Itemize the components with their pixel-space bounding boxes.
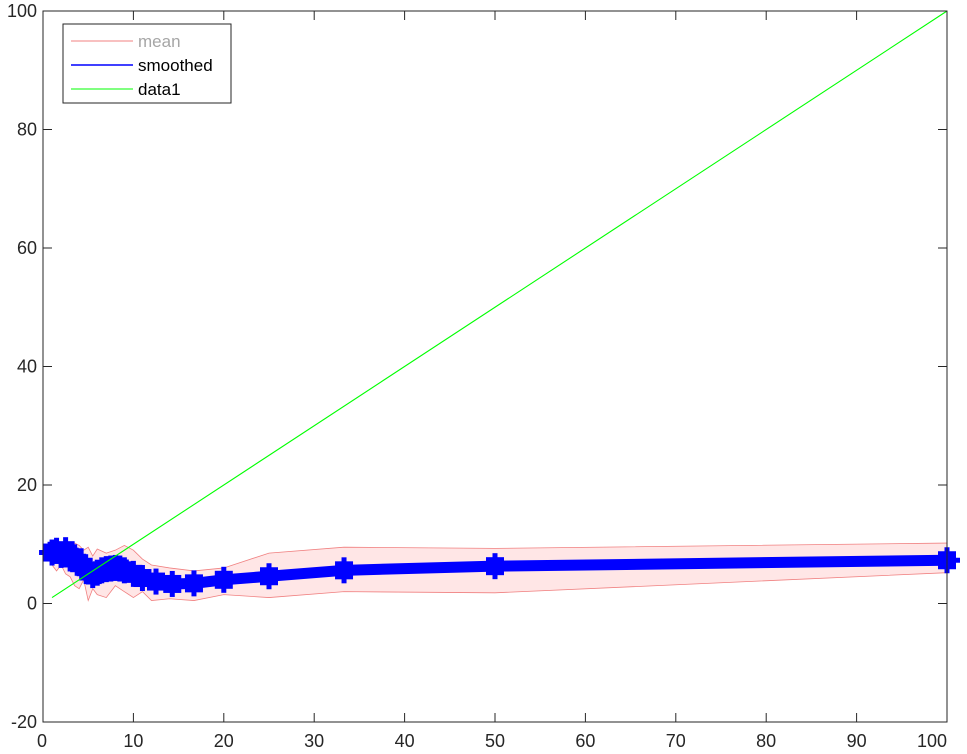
legend-label-mean: mean [138, 32, 181, 51]
legend-box [62, 23, 232, 104]
y-tick-label: -20 [11, 712, 37, 732]
y-tick-label: 80 [17, 120, 37, 140]
plot-box [42, 10, 948, 723]
x-tick-label: 100 [917, 731, 947, 751]
y-tick-label: 40 [17, 357, 37, 377]
x-tick-label: 90 [847, 731, 867, 751]
y-tick-label: 100 [7, 1, 37, 21]
legend: mean smoothed data1 [62, 23, 232, 104]
x-tick-label: 10 [123, 731, 143, 751]
x-tick-label: 40 [395, 731, 415, 751]
x-tick-label: 60 [575, 731, 595, 751]
x-tick-label: 20 [214, 731, 234, 751]
x-tick-label: 80 [756, 731, 776, 751]
data1-series-line [51, 10, 948, 599]
x-tick-label: 50 [485, 731, 505, 751]
legend-label-smoothed: smoothed [138, 56, 213, 75]
y-tick-label: 60 [17, 238, 37, 258]
legend-label-data1: data1 [138, 80, 181, 99]
y-tick-label: 0 [27, 594, 37, 614]
x-tick-label: 70 [666, 731, 686, 751]
y-tick-label: 20 [17, 475, 37, 495]
x-tick-label: 0 [37, 731, 47, 751]
x-tick-label: 30 [304, 731, 324, 751]
mean-lower-line [51, 564, 948, 602]
